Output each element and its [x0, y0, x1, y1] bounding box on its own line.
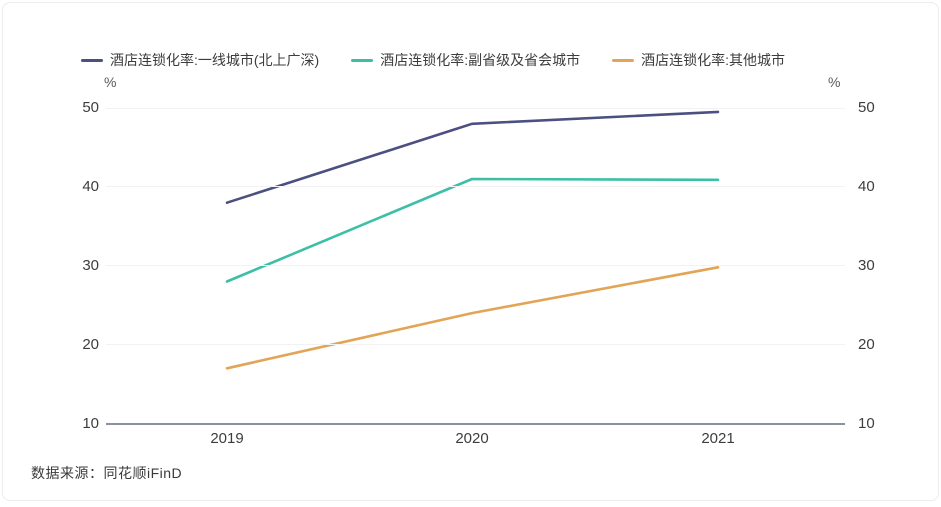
series-line — [225, 177, 720, 283]
legend-line-swatch — [81, 58, 103, 62]
x-tick-label: 2019 — [210, 430, 244, 447]
legend-line-swatch — [612, 58, 635, 62]
y-tick-label-right: 50 — [858, 99, 875, 116]
x-axis-line — [106, 422, 845, 425]
y-tick-label-right: 30 — [858, 256, 875, 274]
legend-item: 酒店连锁化率:副省级及省会城市 — [351, 50, 580, 70]
x-tick-label: 2021 — [701, 430, 735, 447]
y-tick-label-left: 40 — [82, 177, 99, 195]
legend-label: 酒店连锁化率:一线城市(北上广深) — [110, 52, 320, 68]
y-tick-label-right: 20 — [858, 335, 875, 353]
y-tick-label-left: 10 — [82, 414, 99, 432]
legend-line-swatch — [351, 58, 374, 62]
y-tick-label-left: 30 — [82, 256, 99, 274]
data-source-label: 数据来源：同花顺iFinD — [31, 465, 183, 481]
y-axis-unit-left: % — [104, 74, 117, 90]
series-line — [225, 110, 720, 204]
chart-legend: 酒店连锁化率:一线城市(北上广深) 酒店连锁化率:副省级及省会城市 酒店连锁化率:其… — [81, 50, 785, 70]
y-tick-label-right: 10 — [858, 414, 875, 432]
legend-item: 酒店连锁化率:其他城市 — [612, 50, 785, 70]
y-tick-label-left: 20 — [82, 335, 99, 353]
gridline — [106, 107, 845, 109]
series-line — [225, 265, 720, 370]
legend-label: 酒店连锁化率:副省级及省会城市 — [380, 52, 581, 68]
y-tick-label-right: 40 — [858, 177, 875, 195]
y-axis-unit-right: % — [828, 74, 841, 90]
legend-item: 酒店连锁化率:一线城市(北上广深) — [81, 50, 319, 70]
line-chart-canvas — [225, 110, 720, 370]
y-tick-label-left: 50 — [82, 99, 99, 116]
gridline — [106, 265, 845, 267]
legend-label: 酒店连锁化率:其他城市 — [641, 52, 785, 68]
gridline — [106, 344, 845, 346]
gridline — [106, 186, 845, 188]
plot-area: 10 10 20 20 30 30 40 40 50 50 2019 2020 2021 — [3, 3, 938, 500]
x-tick-label: 2020 — [455, 430, 489, 447]
